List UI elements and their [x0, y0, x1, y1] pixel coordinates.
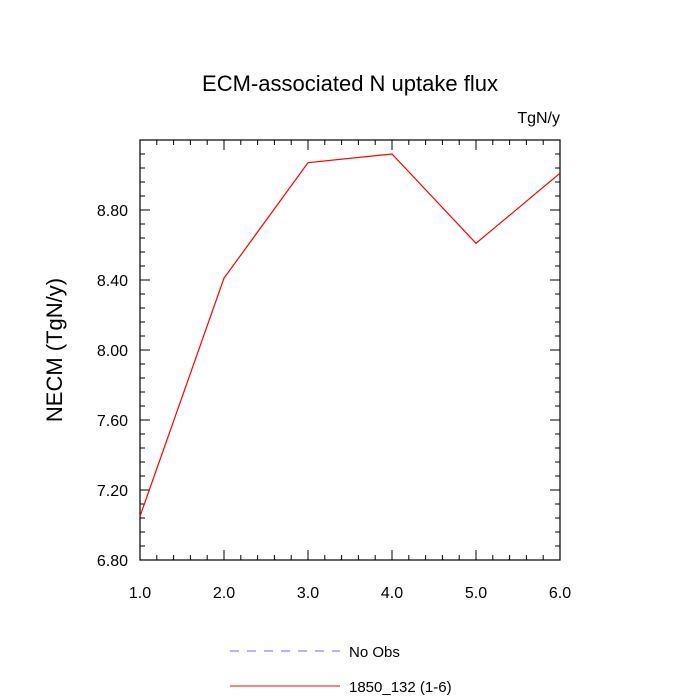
series-layer [139, 153, 561, 517]
y-tick-label: 7.60 [97, 413, 128, 430]
x-tick-label: 1.0 [129, 585, 151, 602]
x-tick-label: 5.0 [465, 585, 487, 602]
legend: No Obs 1850_132 (1-6) [230, 644, 452, 696]
x-tick-label: 6.0 [549, 585, 571, 602]
chart-title: ECM-associated N uptake flux [202, 71, 498, 96]
y-tick-label: 8.40 [97, 273, 128, 290]
y-tick-label: 8.00 [97, 343, 128, 360]
y-tick-label: 8.80 [97, 203, 128, 220]
x-tick-label: 3.0 [297, 585, 319, 602]
legend-label: 1850_132 (1-6) [349, 679, 452, 696]
ticks-layer: 1.0 2.0 3.0 4.0 5.0 6.0 6.80 7.20 7.60 8.00 8.40 8.… [97, 139, 571, 602]
plot-frame [139, 139, 561, 561]
y-tick-label: 6.80 [97, 553, 128, 570]
series-line [139, 153, 561, 517]
x-tick-label: 2.0 [213, 585, 235, 602]
units-label: TgN/y [517, 110, 560, 127]
y-axis-label: NECM (TgN/y) [42, 278, 67, 422]
x-tick-label: 4.0 [381, 585, 403, 602]
legend-label: No Obs [349, 644, 400, 661]
y-tick-label: 7.20 [97, 483, 128, 500]
